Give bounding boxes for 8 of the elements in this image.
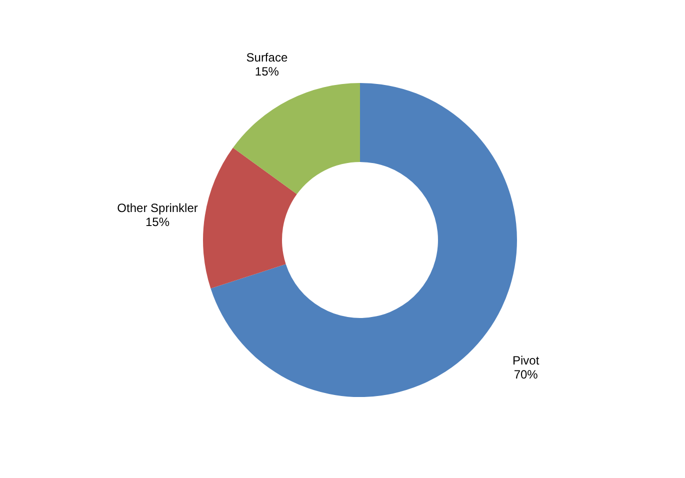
slice-label: Other Sprinkler [117,200,198,215]
data-label: 15% [146,214,170,229]
data-label: 15% [254,64,280,78]
slice-label: Surface [246,50,288,64]
donut-slice [203,148,297,289]
slice-label: Pivot [512,353,540,368]
data-label: 70% [514,367,538,382]
donut-slice [232,83,360,194]
